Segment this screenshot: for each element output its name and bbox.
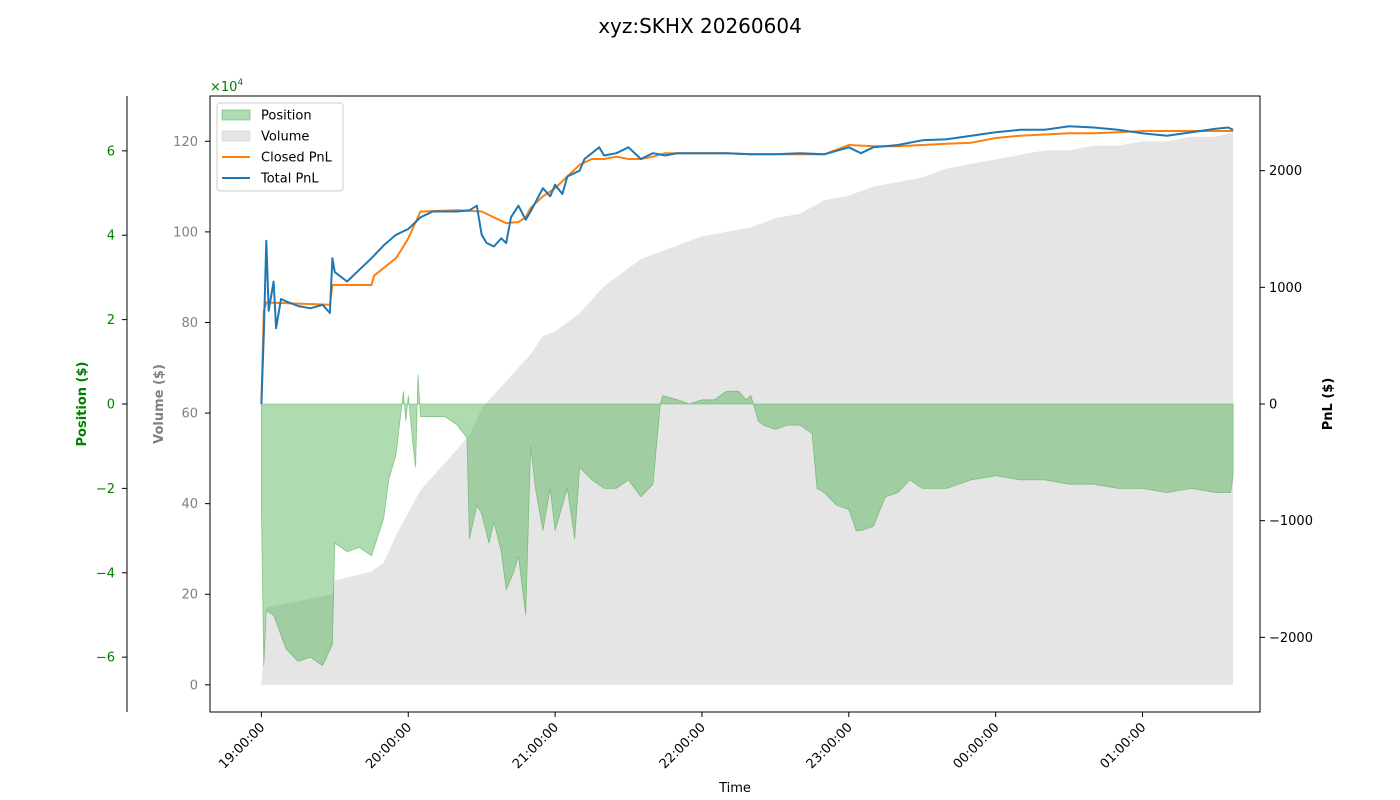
position-tick-label: 6 [107, 144, 115, 159]
legend-label-total-pnl: Total PnL [260, 172, 319, 187]
legend-label-closed-pnl: Closed PnL [261, 151, 333, 166]
pnl-tick-label: 1000 [1269, 281, 1302, 296]
pnl-tick-label: −2000 [1269, 631, 1313, 646]
legend: Position Volume Closed PnL Total PnL [216, 102, 344, 192]
volume-tick-label: 60 [181, 407, 198, 422]
position-tick-label: 2 [107, 313, 115, 328]
plot-area [209, 95, 1261, 713]
pnl-tick-label: 0 [1269, 398, 1277, 413]
volume-tick-label: 80 [181, 316, 198, 331]
position-tick-label: 0 [107, 398, 115, 413]
volume-axis: 0 20 40 60 80 100 120 [173, 135, 210, 693]
position-tick-label: −4 [96, 566, 115, 581]
time-tick-label: 20:00:00 [363, 720, 415, 772]
legend-label-volume: Volume [261, 130, 309, 145]
time-tick-label: 19:00:00 [216, 720, 268, 772]
volume-area-group [261, 132, 1234, 685]
position-axis: −6 −4 −2 0 2 4 6 [96, 144, 127, 666]
position-tick-label: 4 [107, 229, 115, 244]
time-tick-label: 00:00:00 [951, 720, 1003, 772]
time-tick-label: 01:00:00 [1097, 720, 1149, 772]
legend-box [216, 102, 344, 192]
time-tick-label: 21:00:00 [510, 720, 562, 772]
volume-tick-label: 0 [190, 678, 198, 693]
legend-swatch-position [221, 109, 251, 121]
position-tick-label: −2 [96, 482, 115, 497]
pnl-lines-group [260, 125, 1234, 405]
volume-axis-label: Volume ($) [152, 364, 167, 444]
legend-label-position: Position [261, 109, 312, 124]
x-axis-label: Time [718, 781, 751, 796]
volume-tick-label: 40 [181, 497, 198, 512]
time-tick-label: 23:00:00 [804, 720, 856, 772]
legend-swatch-volume [221, 130, 251, 142]
volume-area [261, 132, 1234, 685]
position-tick-label: −6 [96, 651, 115, 666]
volume-tick-label: 120 [173, 135, 198, 150]
volume-tick-label: 100 [173, 225, 198, 240]
pnl-tick-label: −1000 [1269, 514, 1313, 529]
closed-pnl-line [260, 130, 1234, 405]
pnl-tick-label: 2000 [1269, 164, 1302, 179]
position-multiplier: ×104 [210, 78, 243, 95]
total-pnl-line [260, 125, 1234, 405]
pnl-axis: −2000 −1000 0 1000 2000 [1260, 164, 1313, 646]
position-axis-label: Position ($) [75, 362, 90, 447]
time-tick-label: 22:00:00 [657, 720, 709, 772]
position-area [261, 374, 1234, 667]
volume-tick-label: 20 [181, 588, 198, 603]
pnl-axis-label: PnL ($) [1321, 378, 1336, 431]
position-area-group [261, 374, 1234, 667]
chart-title: xyz:SKHX 20260604 [598, 14, 802, 38]
time-axis: 19:00:00 20:00:00 21:00:00 22:00:00 23:00:00… [216, 712, 1149, 772]
